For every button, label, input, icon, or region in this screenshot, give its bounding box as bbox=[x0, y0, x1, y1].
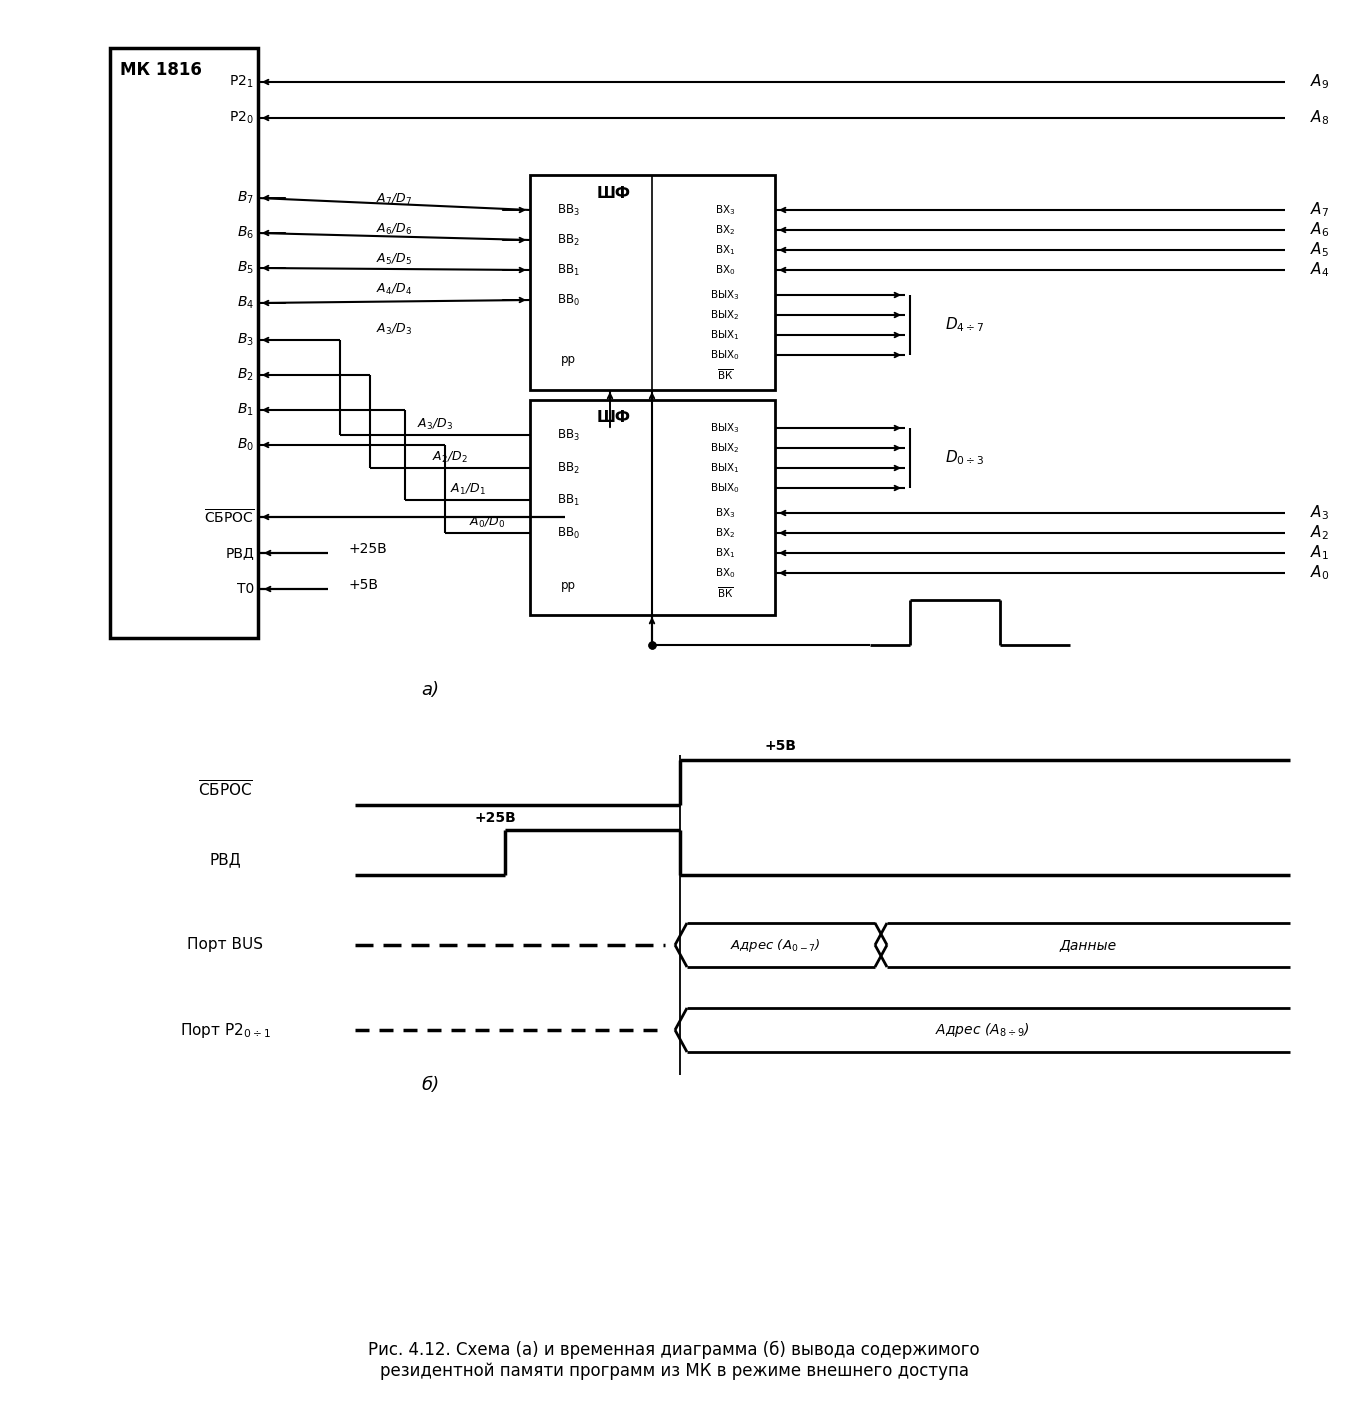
Text: $A_2$: $A_2$ bbox=[1310, 524, 1329, 542]
Text: ВВ$_2$: ВВ$_2$ bbox=[557, 461, 580, 475]
Text: $A_5$: $A_5$ bbox=[1310, 240, 1329, 259]
Text: $\overline{\rm ВК}$: $\overline{\rm ВК}$ bbox=[717, 586, 733, 601]
Text: A$_3$/D$_3$: A$_3$/D$_3$ bbox=[376, 322, 412, 337]
Bar bbox=[530, 400, 775, 615]
Text: ВЫХ$_3$: ВЫХ$_3$ bbox=[710, 287, 740, 302]
Text: A$_0$/D$_0$: A$_0$/D$_0$ bbox=[469, 515, 506, 529]
Text: +5В: +5В bbox=[764, 739, 797, 753]
Text: РВД: РВД bbox=[225, 546, 253, 561]
Text: ВХ$_2$: ВХ$_2$ bbox=[714, 527, 735, 539]
Text: $A_7$: $A_7$ bbox=[1310, 201, 1329, 219]
Text: $B_1$: $B_1$ bbox=[237, 401, 253, 418]
Text: +5В: +5В bbox=[348, 578, 377, 592]
Text: ВХ$_1$: ВХ$_1$ bbox=[714, 243, 735, 258]
Text: $\overline{\rm СБРОС}$: $\overline{\rm СБРОС}$ bbox=[198, 780, 252, 800]
Text: ВХ$_3$: ВХ$_3$ bbox=[714, 203, 735, 216]
Text: $B_6$: $B_6$ bbox=[237, 225, 253, 242]
Text: Т0: Т0 bbox=[237, 582, 253, 596]
Text: ВХ$_3$: ВХ$_3$ bbox=[714, 507, 735, 519]
Text: рр: рр bbox=[561, 579, 576, 592]
Text: ВХ$_2$: ВХ$_2$ bbox=[714, 223, 735, 236]
Text: $B_3$: $B_3$ bbox=[237, 332, 253, 349]
Text: $\overline{\rm ВК}$: $\overline{\rm ВК}$ bbox=[717, 367, 733, 383]
Text: ШФ: ШФ bbox=[597, 410, 631, 425]
Text: $\overline{\rm СБРОС}$: $\overline{\rm СБРОС}$ bbox=[204, 508, 253, 527]
Text: $D_{0\div3}$: $D_{0\div3}$ bbox=[945, 448, 985, 467]
Bar bbox=[530, 175, 775, 390]
Text: ВВ$_3$: ВВ$_3$ bbox=[557, 427, 580, 443]
Text: P2$_0$: P2$_0$ bbox=[229, 110, 253, 127]
Text: ВЫХ$_1$: ВЫХ$_1$ bbox=[710, 461, 740, 475]
Text: $A_9$: $A_9$ bbox=[1310, 73, 1329, 91]
Bar bbox=[111, 48, 257, 638]
Text: +25В: +25В bbox=[348, 542, 387, 556]
Text: P2$_1$: P2$_1$ bbox=[229, 74, 253, 90]
Text: Рис. 4.12. Схема (а) и временная диаграмма (б) вывода содержимого
резидентной па: Рис. 4.12. Схема (а) и временная диаграм… bbox=[368, 1340, 980, 1379]
Text: A$_7$/D$_7$: A$_7$/D$_7$ bbox=[376, 192, 412, 206]
Text: ВВ$_2$: ВВ$_2$ bbox=[557, 232, 580, 248]
Text: A$_3$/D$_3$: A$_3$/D$_3$ bbox=[417, 417, 453, 431]
Text: ВХ$_0$: ВХ$_0$ bbox=[714, 263, 735, 277]
Text: A$_5$/D$_5$: A$_5$/D$_5$ bbox=[376, 252, 412, 266]
Text: $A_4$: $A_4$ bbox=[1310, 260, 1329, 279]
Text: ВВ$_0$: ВВ$_0$ bbox=[557, 525, 580, 541]
Text: Адрес (A$_{8\div9}$): Адрес (A$_{8\div9}$) bbox=[934, 1020, 1030, 1039]
Text: РВД: РВД bbox=[209, 852, 241, 868]
Text: A$_2$/D$_2$: A$_2$/D$_2$ bbox=[433, 450, 468, 464]
Text: ВВ$_1$: ВВ$_1$ bbox=[557, 262, 580, 277]
Text: МК 1816: МК 1816 bbox=[120, 61, 202, 80]
Text: $A_0$: $A_0$ bbox=[1310, 564, 1329, 582]
Text: ВЫХ$_2$: ВЫХ$_2$ bbox=[710, 441, 740, 455]
Text: рр: рр bbox=[561, 353, 576, 367]
Text: ВЫХ$_0$: ВЫХ$_0$ bbox=[710, 481, 740, 495]
Text: ВВ$_0$: ВВ$_0$ bbox=[557, 293, 580, 307]
Text: а): а) bbox=[421, 682, 439, 699]
Text: A$_1$/D$_1$: A$_1$/D$_1$ bbox=[449, 481, 485, 497]
Text: A$_4$/D$_4$: A$_4$/D$_4$ bbox=[376, 282, 412, 296]
Text: б): б) bbox=[421, 1076, 439, 1094]
Text: Данные: Данные bbox=[1060, 938, 1116, 952]
Text: Порт Р2$_{0\div1}$: Порт Р2$_{0\div1}$ bbox=[179, 1020, 271, 1039]
Text: $B_7$: $B_7$ bbox=[237, 189, 253, 206]
Text: $A_8$: $A_8$ bbox=[1310, 108, 1329, 127]
Text: ВЫХ$_0$: ВЫХ$_0$ bbox=[710, 349, 740, 361]
Text: ВХ$_1$: ВХ$_1$ bbox=[714, 546, 735, 559]
Text: ВХ$_0$: ВХ$_0$ bbox=[714, 566, 735, 581]
Text: ВВ$_1$: ВВ$_1$ bbox=[557, 492, 580, 508]
Text: $B_2$: $B_2$ bbox=[237, 367, 253, 383]
Text: $A_3$: $A_3$ bbox=[1310, 504, 1329, 522]
Text: $B_4$: $B_4$ bbox=[237, 295, 253, 312]
Text: $B_5$: $B_5$ bbox=[237, 260, 253, 276]
Text: +25В: +25В bbox=[474, 811, 516, 825]
Text: ВЫХ$_1$: ВЫХ$_1$ bbox=[710, 329, 740, 342]
Text: ШФ: ШФ bbox=[597, 185, 631, 201]
Text: $D_{4\div7}$: $D_{4\div7}$ bbox=[945, 316, 985, 334]
Text: Порт BUS: Порт BUS bbox=[187, 938, 263, 952]
Text: ВЫХ$_2$: ВЫХ$_2$ bbox=[710, 309, 740, 322]
Text: $A_6$: $A_6$ bbox=[1310, 221, 1329, 239]
Text: ВЫХ$_3$: ВЫХ$_3$ bbox=[710, 421, 740, 435]
Text: ВВ$_3$: ВВ$_3$ bbox=[557, 202, 580, 218]
Text: $B_0$: $B_0$ bbox=[237, 437, 253, 453]
Text: $A_1$: $A_1$ bbox=[1310, 544, 1329, 562]
Text: A$_6$/D$_6$: A$_6$/D$_6$ bbox=[376, 222, 412, 236]
Text: Адрес (A$_{0-7}$): Адрес (A$_{0-7}$) bbox=[729, 936, 821, 953]
